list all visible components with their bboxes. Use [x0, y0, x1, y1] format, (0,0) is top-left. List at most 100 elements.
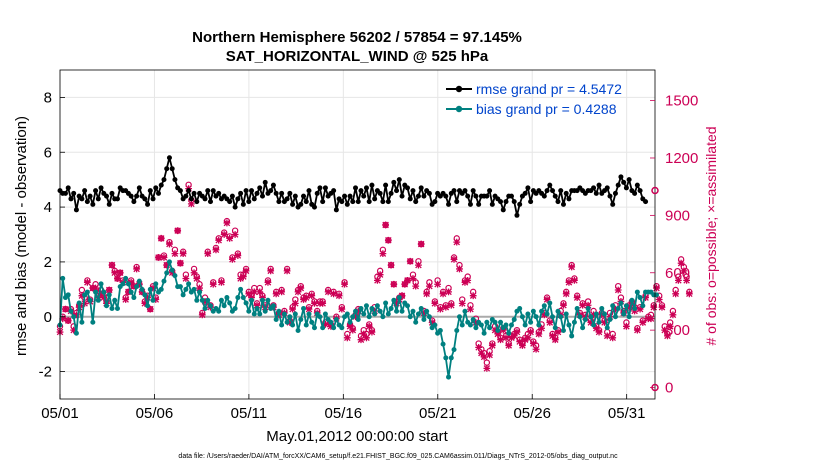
obs-assimilated-point: [201, 298, 209, 305]
rmse-point: [498, 199, 504, 205]
rmse-point: [317, 185, 323, 191]
rmse-point: [207, 199, 213, 205]
bias-point: [369, 306, 375, 312]
bias-point: [563, 311, 569, 317]
rmse-point: [84, 199, 90, 205]
bias-point: [353, 308, 359, 314]
bias-point: [437, 327, 443, 333]
bias-point: [166, 259, 172, 265]
rmse-point: [276, 199, 282, 205]
bias-point: [481, 330, 487, 336]
obs-assimilated-point: [302, 294, 310, 302]
obs-assimilated-point: [680, 267, 688, 275]
bias-point: [90, 319, 96, 325]
rmse-point: [347, 193, 353, 199]
bias-point: [418, 306, 424, 312]
bias-point: [73, 330, 79, 336]
obs-assimilated-point: [311, 299, 318, 307]
bias-point: [539, 308, 545, 314]
rmse-point: [451, 188, 457, 194]
bias-point: [218, 297, 224, 303]
bias-point: [440, 341, 446, 347]
obs-assimilated-point: [623, 322, 630, 330]
rmse-point: [172, 177, 178, 183]
bias-point: [114, 306, 120, 312]
rmse-point: [279, 190, 285, 196]
rmse-point: [68, 196, 74, 202]
rmse-point: [254, 190, 260, 196]
bias-point: [320, 325, 326, 331]
x-tick-label: 05/16: [325, 405, 363, 422]
bias-point: [112, 297, 118, 303]
bias-point: [344, 311, 350, 317]
bias-point: [191, 286, 197, 292]
obs-assimilated-point: [603, 332, 611, 340]
bias-point: [424, 308, 430, 314]
obs-assimilated-point: [327, 322, 335, 330]
obs-assimilated-point: [502, 334, 510, 342]
obs-assimilated-point: [135, 280, 143, 288]
rmse-point: [90, 201, 96, 207]
obs-assimilated-point: [379, 250, 387, 258]
rmse-point: [454, 199, 460, 205]
rmse-point: [473, 193, 479, 199]
rmse-point: [484, 193, 490, 199]
obs-assimilated-point: [510, 332, 518, 340]
obs-assimilated-point: [212, 246, 220, 254]
obs-assimilated-point: [111, 269, 119, 277]
obs-assimilated-point: [685, 290, 693, 298]
bias-point: [462, 308, 468, 314]
bias-point: [525, 311, 531, 317]
bias-point: [328, 319, 334, 325]
bias-point: [432, 322, 438, 328]
bias-point: [607, 316, 613, 322]
bias-point: [257, 311, 263, 317]
bias-point: [443, 355, 449, 361]
bias-point: [136, 278, 142, 284]
bias-point: [317, 314, 323, 320]
obs-assimilated-point: [228, 255, 236, 263]
rmse-point: [183, 193, 189, 199]
bias-point: [301, 306, 307, 312]
obs-assimilated-point: [524, 334, 532, 342]
obs-assimilated-point: [442, 303, 450, 311]
rmse-point: [287, 190, 293, 196]
rmse-point: [350, 199, 356, 205]
obs-assimilated-point: [220, 231, 228, 238]
rmse-point: [621, 179, 627, 185]
obs-assimilated-point: [584, 301, 592, 309]
rmse-point: [618, 174, 624, 180]
y-right-axis-ticks: 0 300 600 900 1200 1500: [650, 93, 698, 397]
bias-point: [298, 316, 304, 322]
bias-point: [621, 311, 627, 317]
y-axis-ticks: -2 0 2 4 6 8: [39, 89, 65, 381]
rmse-point: [555, 199, 561, 205]
obs-assimilated-point: [674, 277, 682, 284]
bias-point: [249, 297, 255, 303]
rmse-point: [145, 201, 151, 207]
obs-assimilated-point: [155, 254, 162, 261]
bias-point: [536, 322, 542, 328]
obs-assimilated-point: [64, 317, 72, 324]
obs-assimilated-point: [357, 336, 365, 344]
rmse-point: [413, 199, 419, 205]
rmse-point: [541, 193, 547, 199]
obs-assimilated-point: [179, 250, 187, 258]
rmse-point: [632, 190, 638, 196]
rmse-point: [232, 204, 238, 210]
rmse-point: [62, 190, 68, 196]
obs-assimilated-point: [176, 259, 184, 267]
rmse-point: [634, 182, 640, 188]
obs-assimilated-point: [343, 334, 351, 342]
obs-assimilated-point: [308, 292, 316, 300]
obs-assimilated-point: [141, 299, 149, 307]
obs-assimilated-point: [341, 280, 348, 288]
obs-assimilated-point: [483, 364, 491, 372]
obs-assimilated-point: [464, 277, 472, 284]
rmse-point: [369, 182, 375, 188]
obs-assimilated-point: [171, 250, 179, 258]
bias-point: [596, 319, 602, 325]
rmse-point: [596, 182, 602, 188]
rmse-point: [164, 166, 170, 172]
bias-point: [251, 311, 257, 317]
